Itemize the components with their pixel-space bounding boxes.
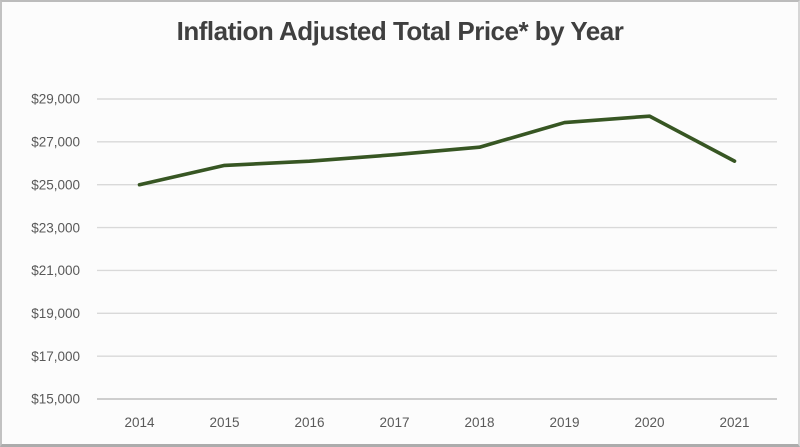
x-axis-tick-label: 2021 — [719, 415, 749, 430]
x-axis-tick-label: 2019 — [549, 415, 579, 430]
x-axis-tick-label: 2014 — [124, 415, 155, 430]
y-axis-tick-label: $27,000 — [31, 135, 80, 150]
y-axis-tick-label: $23,000 — [31, 220, 80, 235]
y-axis-tick-label: $21,000 — [31, 263, 80, 278]
y-axis-tick-label: $15,000 — [31, 392, 80, 407]
x-axis-tick-label: 2018 — [464, 415, 494, 430]
x-axis-tick-label: 2020 — [634, 415, 664, 430]
y-axis-tick-label: $19,000 — [31, 306, 80, 321]
x-axis-tick-label: 2016 — [294, 415, 324, 430]
price-line-series — [137, 114, 737, 187]
y-axis-tick-label: $29,000 — [31, 92, 80, 107]
x-axis-tick-label: 2017 — [379, 415, 409, 430]
y-axis-tick-label: $17,000 — [31, 349, 80, 364]
x-axis-tick-label: 2015 — [209, 415, 239, 430]
chart-title: Inflation Adjusted Total Price* by Year — [176, 16, 624, 46]
y-axis-tick-label: $25,000 — [31, 177, 80, 192]
